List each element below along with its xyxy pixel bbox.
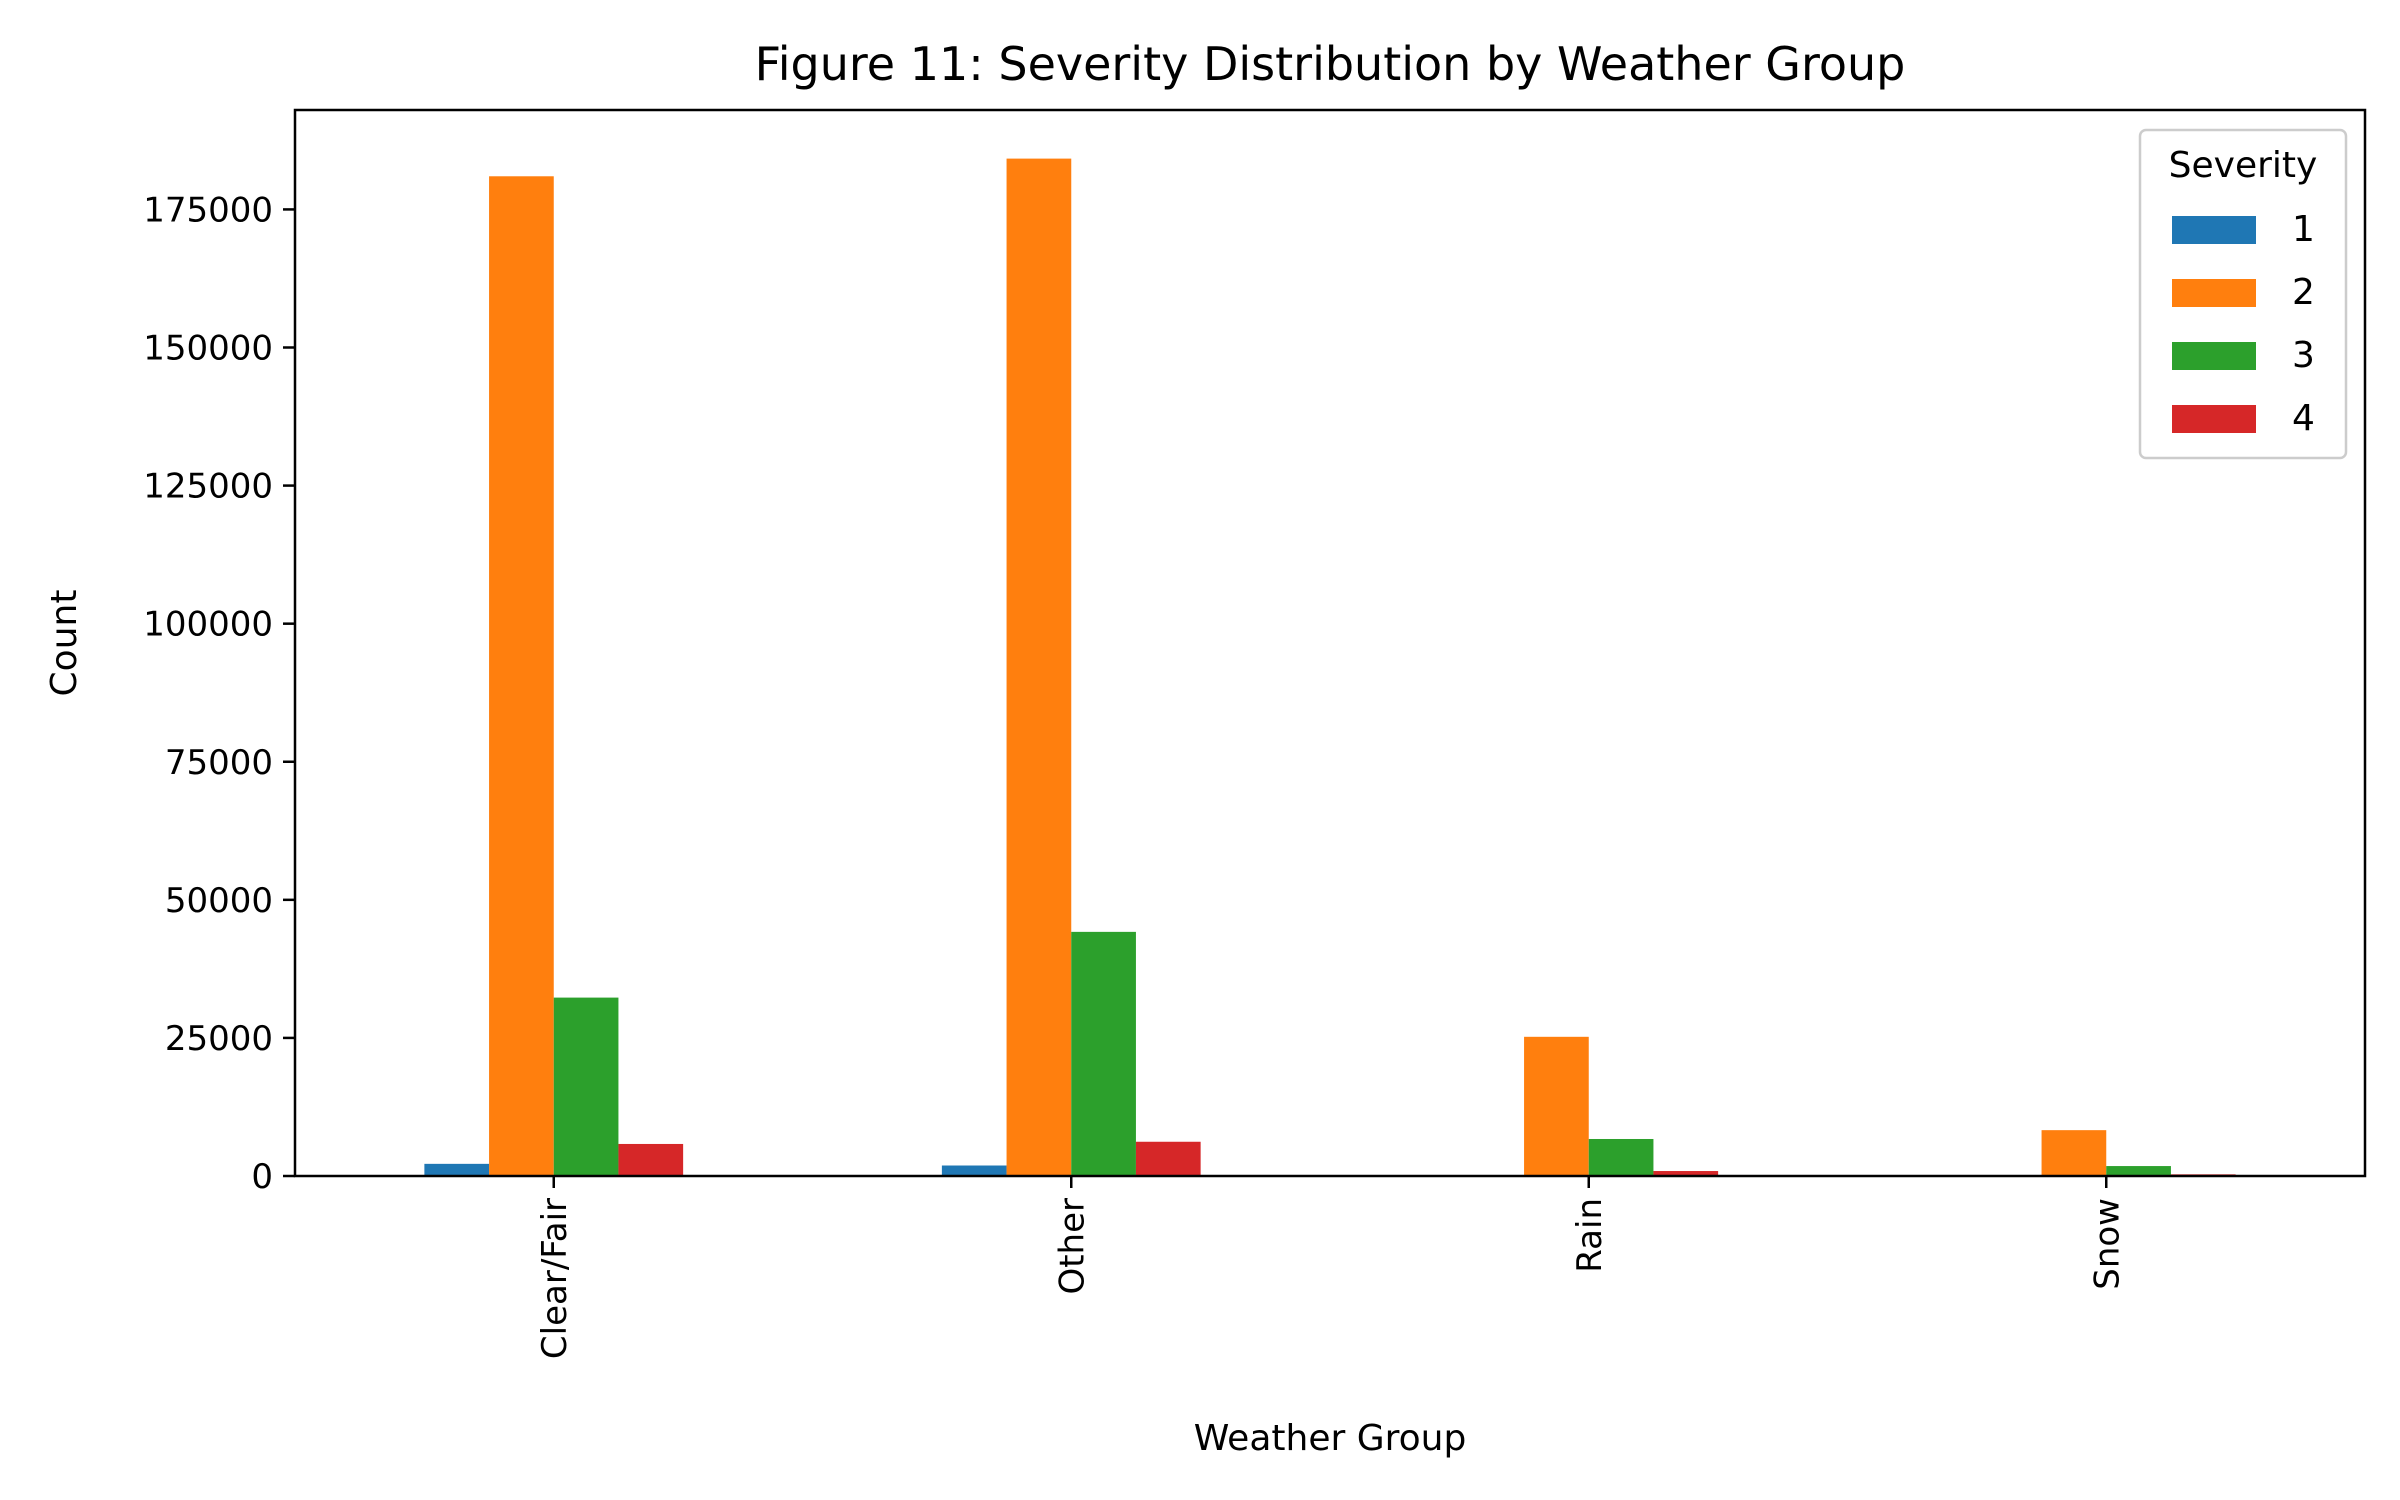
legend-swatch-severity-3 — [2172, 342, 2256, 370]
bar-other-severity-3 — [1071, 931, 1136, 1176]
legend-items: 1 2 3 4 — [2172, 209, 2315, 439]
legend-swatch-severity-4 — [2172, 405, 2256, 433]
legend-label-severity-4: 4 — [2292, 398, 2315, 439]
y-tick-label: 100000 — [143, 605, 273, 645]
bar-other-severity-1 — [941, 1165, 1007, 1176]
bar-other-severity-4 — [1135, 1141, 1201, 1176]
y-tick-label: 75000 — [165, 743, 273, 783]
x-tick-label: Snow — [2087, 1198, 2127, 1290]
y-axis: 0 25000 50000 75000 100000 125000 150000 175000 — [143, 190, 295, 1197]
bar-rain-severity-2 — [1524, 1036, 1589, 1176]
bar-rain-severity-3 — [1588, 1138, 1654, 1176]
bar-snow-severity-2 — [2041, 1130, 2107, 1176]
legend: Severity 1 2 3 4 — [2138, 128, 2348, 460]
chart-title: Figure 11: Severity Distribution by Weat… — [755, 37, 1906, 91]
bar-clear-fair-severity-2 — [489, 176, 554, 1176]
x-tick-label: Clear/Fair — [535, 1198, 575, 1359]
y-tick-label: 50000 — [165, 881, 273, 921]
y-tick-label: 0 — [251, 1157, 273, 1197]
bar-snow-severity-3 — [2106, 1166, 2171, 1176]
y-tick-label: 150000 — [143, 329, 273, 369]
legend-title: Severity — [2169, 145, 2318, 186]
x-tick-label: Other — [1052, 1198, 1092, 1295]
legend-swatch-severity-2 — [2172, 279, 2256, 307]
legend-label-severity-1: 1 — [2292, 209, 2315, 250]
bar-clear-fair-severity-4 — [618, 1143, 684, 1176]
plot-frame — [293, 108, 2367, 1178]
x-axis: Clear/Fair Other Rain Snow — [535, 1176, 2127, 1359]
y-axis-label: Count — [44, 590, 85, 697]
bar-clear-fair-severity-1 — [424, 1163, 490, 1176]
x-tick-label: Rain — [1570, 1198, 1610, 1273]
y-tick-label: 125000 — [143, 467, 273, 507]
legend-swatch-severity-1 — [2172, 216, 2256, 244]
y-tick-label: 175000 — [143, 190, 273, 230]
bar-other-severity-2 — [1006, 158, 1072, 1177]
legend-label-severity-3: 3 — [2292, 335, 2315, 376]
bar-clear-fair-severity-3 — [553, 997, 619, 1176]
x-axis-label: Weather Group — [1194, 1418, 1467, 1459]
bars-layer — [424, 158, 2236, 1177]
y-tick-label: 25000 — [165, 1019, 273, 1059]
legend-label-severity-2: 2 — [2292, 272, 2315, 313]
bar-rain-severity-4 — [1653, 1171, 1719, 1176]
